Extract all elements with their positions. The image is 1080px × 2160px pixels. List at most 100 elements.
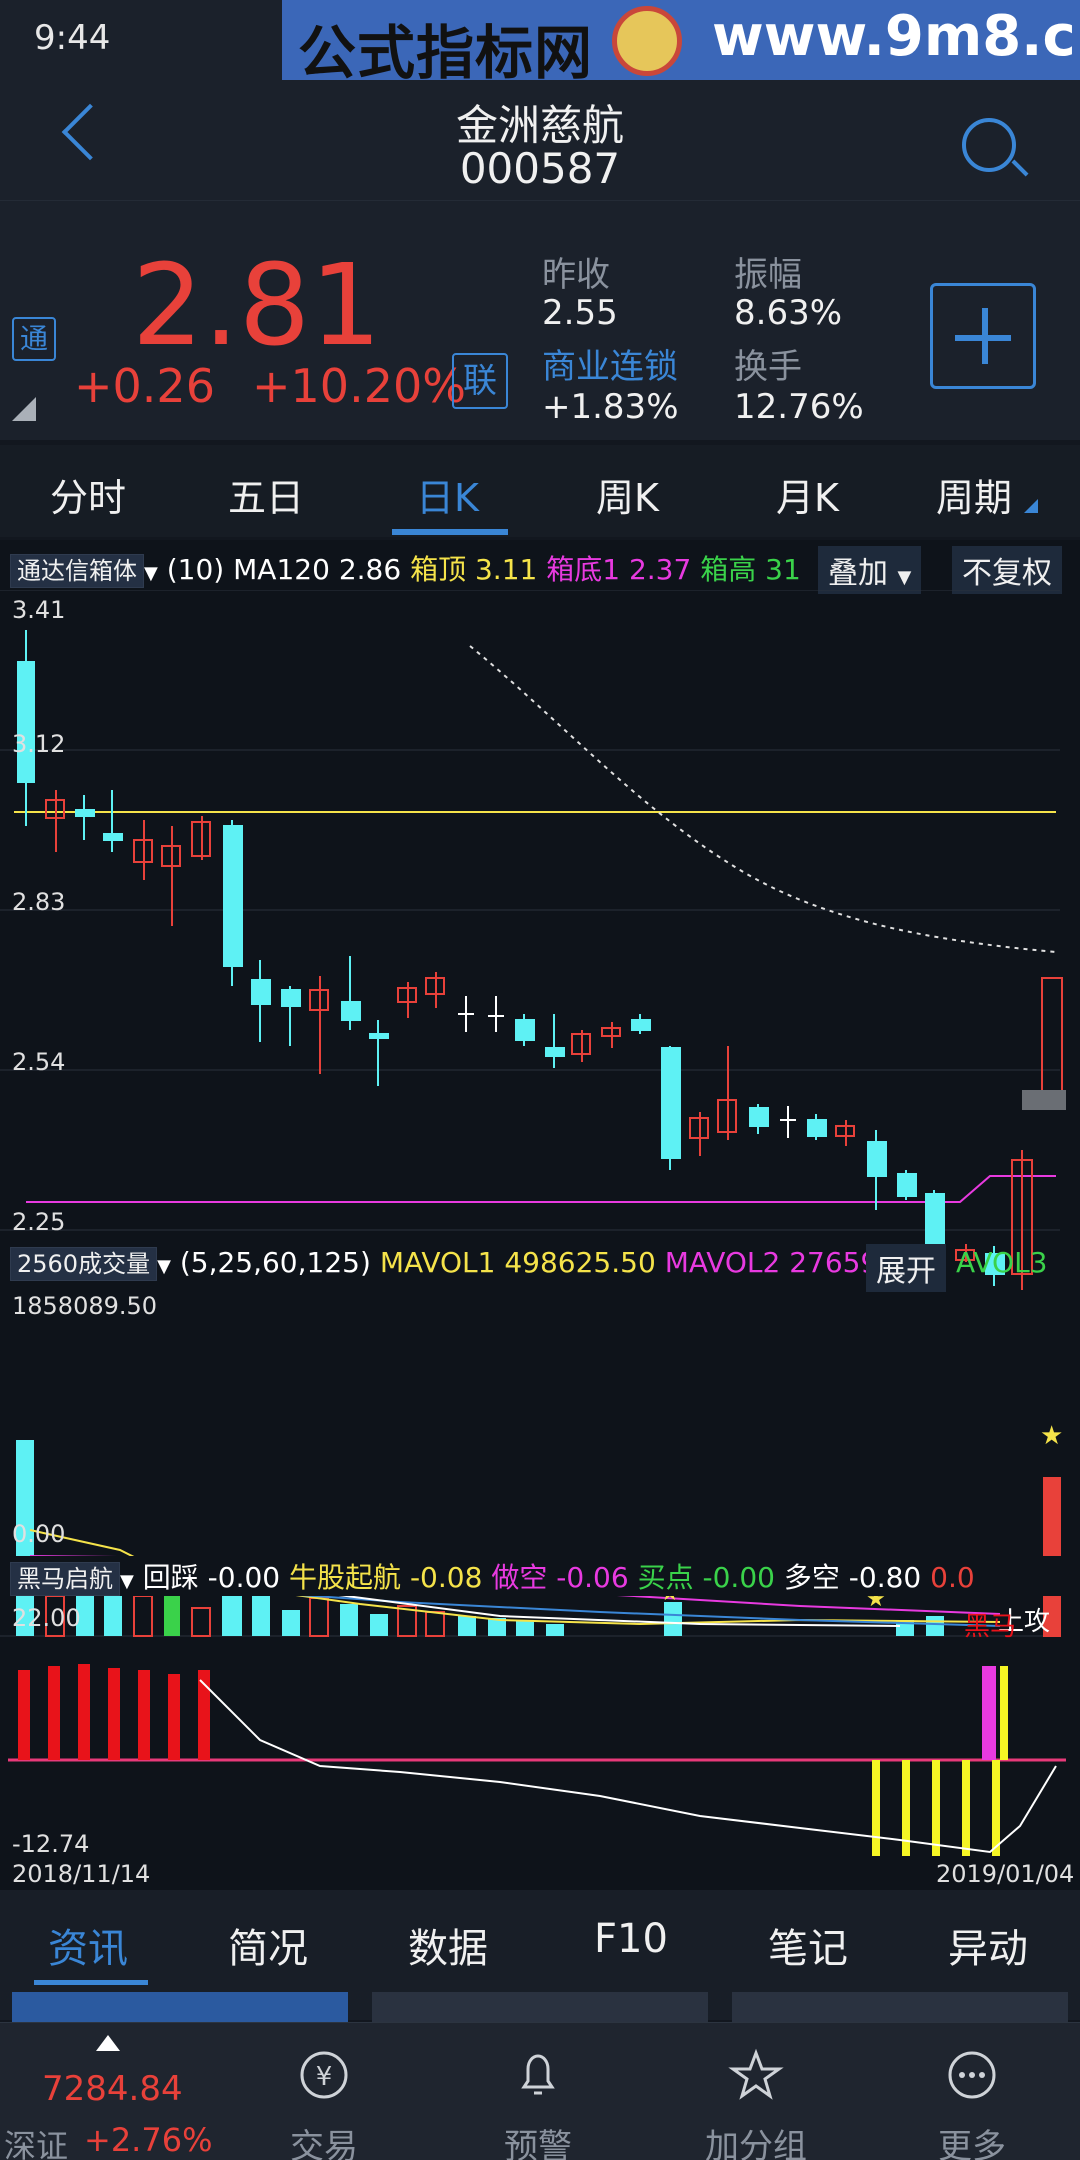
tong-badge[interactable]: 通	[12, 317, 56, 361]
info-tab-notes[interactable]: 笔记	[768, 1926, 848, 1972]
volume-bar	[309, 1597, 329, 1637]
info-tab-alerts[interactable]: 异动	[948, 1926, 1028, 1972]
huicai-value: -0.00	[207, 1561, 281, 1594]
prev-close-label: 昨收	[542, 255, 610, 295]
sector-label[interactable]: 商业连锁	[542, 347, 678, 387]
maidian-label: 买点	[637, 1561, 694, 1594]
prev-close-value: 2.55	[542, 293, 618, 333]
banner-right-text: www.9m8.cn	[712, 4, 1080, 69]
banner-left-text: 公式指标网	[298, 19, 594, 87]
nav-trade-label[interactable]: 交易	[290, 2127, 358, 2160]
add-watchlist-button[interactable]	[930, 283, 1036, 389]
info-tab-news[interactable]: 资讯	[48, 1926, 128, 1972]
trade-icon[interactable]: ¥	[296, 2047, 352, 2103]
subtab-research[interactable]	[732, 1992, 1068, 2022]
tab-rik[interactable]: 日K	[416, 476, 479, 520]
bottom-nav: 7284.84 深证 +2.76% ¥ 交易 预警 加分组 更多	[0, 2022, 1080, 2160]
volume-indicator-bar: 2560成交量 ▼ (5,25,60,125) MAVOL1 498625.50 …	[10, 1244, 878, 1281]
info-tabs: 资讯 简况 数据 F10 笔记 异动	[0, 1890, 1080, 2022]
nav-group-label[interactable]: 加分组	[705, 2127, 807, 2160]
horse-bar-red	[168, 1674, 180, 1760]
horse-indicator-select[interactable]: 黑马启航	[10, 1562, 120, 1596]
price-marker	[1022, 1090, 1066, 1110]
corner-triangle-icon	[12, 397, 36, 421]
candle-body	[835, 1125, 855, 1137]
subtab-news[interactable]	[12, 1992, 348, 2022]
candle-body	[281, 989, 301, 1007]
horse-max-label: 22.00	[12, 1604, 81, 1632]
active-tab-indicator	[392, 529, 508, 535]
horse-bar-yellow	[962, 1760, 970, 1856]
candle-body	[515, 1019, 535, 1041]
y-label: 2.25	[12, 1208, 66, 1236]
volume-annotation-text: 上攻	[998, 1607, 1050, 1637]
star-icon: ★	[1040, 1421, 1063, 1451]
candle-body	[369, 1033, 389, 1039]
mavol3-label: AVOL3	[956, 1246, 1048, 1279]
volume-bar	[664, 1602, 682, 1636]
candle-body	[17, 661, 35, 783]
more-icon[interactable]	[944, 2047, 1000, 2103]
candle-body	[897, 1173, 917, 1197]
expand-button[interactable]: 展开	[866, 1244, 946, 1292]
candle-body	[545, 1047, 565, 1057]
horse-bar-yellow	[992, 1760, 1000, 1856]
chart-area[interactable]: 通达信箱体 ▼ (10) MA120 2.86 箱顶 3.11 箱底1 2.37 …	[0, 540, 1080, 1890]
candle-body	[45, 799, 65, 819]
nav-alert-label[interactable]: 预警	[504, 2127, 572, 2160]
tab-period[interactable]: 周期	[936, 476, 1013, 520]
zuokong-value: -0.06	[556, 1561, 629, 1594]
header: 金洲慈航 000587	[0, 80, 1080, 200]
candle-body	[571, 1033, 591, 1055]
period-dropdown-icon	[1024, 499, 1038, 513]
info-tab-data[interactable]: 数据	[408, 1926, 488, 1972]
ma120-label: MA120	[233, 553, 330, 586]
horse-bar-magenta	[982, 1666, 996, 1760]
adjust-button[interactable]: 不复权	[952, 546, 1062, 594]
main-indicator-select[interactable]: 通达信箱体	[10, 554, 144, 588]
tab-zhouk[interactable]: 周K	[596, 476, 659, 520]
star-outline-icon[interactable]	[728, 2047, 784, 2103]
svg-text:¥: ¥	[316, 2062, 333, 2092]
info-tab-profile[interactable]: 简况	[228, 1926, 308, 1972]
tab-yuek[interactable]: 月K	[776, 476, 839, 520]
box-top-label: 箱顶	[410, 553, 467, 586]
volume-zero-label: 0.00	[12, 1520, 66, 1548]
horse-bar-red	[48, 1666, 60, 1760]
candle-body	[631, 1019, 651, 1031]
candle-body	[425, 977, 445, 995]
volume-bars: ★ ★ ★ ★ 上攻 上攻	[0, 1421, 1063, 1637]
bell-icon[interactable]	[510, 2047, 566, 2103]
lian-badge[interactable]: 联	[452, 353, 508, 409]
volume-indicator-select[interactable]: 2560成交量	[10, 1247, 158, 1281]
duokong-label: 多空	[783, 1561, 840, 1594]
candle-body	[717, 1099, 737, 1133]
overlay-button[interactable]: 叠加 ▼	[818, 546, 922, 594]
horse-bar-red	[138, 1670, 150, 1760]
status-bar: 9:44 公式指标网 www.9m8.cn	[0, 0, 1080, 87]
horse-last-value: 0.0	[930, 1561, 975, 1594]
amplitude-label: 振幅	[734, 255, 802, 295]
period-tabs: 分时 五日 日K 周K 月K 周期	[0, 445, 1080, 537]
search-icon[interactable]	[962, 118, 1016, 172]
back-icon[interactable]	[61, 103, 119, 161]
main-indicator-bar: 通达信箱体 ▼ (10) MA120 2.86 箱顶 3.11 箱底1 2.37 …	[10, 548, 801, 588]
candle-body	[749, 1107, 769, 1127]
collapse-arrow-icon[interactable]	[96, 2035, 120, 2051]
candle-body	[1011, 1159, 1033, 1275]
huicai-label: 回踩	[142, 1561, 199, 1594]
y-label: 2.83	[12, 888, 66, 916]
candle-body	[985, 1253, 1005, 1275]
volume-bar	[458, 1616, 476, 1636]
subtab-announce[interactable]	[372, 1992, 708, 2022]
tab-wuri[interactable]: 五日	[228, 476, 305, 520]
zuokong-label: 做空	[491, 1561, 548, 1594]
mavol2-label: MAVOL2	[664, 1246, 781, 1279]
horse-white-line	[199, 1679, 1057, 1854]
info-tab-f10[interactable]: F10	[594, 1916, 668, 1962]
tab-fenshi[interactable]: 分时	[50, 476, 127, 520]
horse-bars	[8, 1664, 1066, 1856]
candles	[17, 630, 1066, 1290]
candle-body	[689, 1117, 709, 1139]
nav-more-label[interactable]: 更多	[938, 2127, 1006, 2160]
